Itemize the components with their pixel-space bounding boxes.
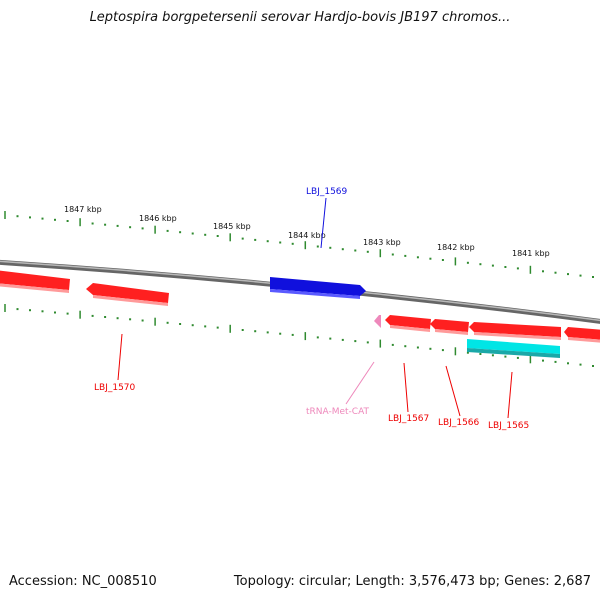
- gene-feature-highlight[interactable]: [467, 339, 560, 358]
- gene-label-lbj-1565[interactable]: LBJ_1565: [488, 421, 529, 431]
- gene-label-lbj-1566[interactable]: LBJ_1566: [438, 418, 480, 428]
- gene-label-lbj-1570[interactable]: LBJ_1570: [94, 383, 136, 393]
- upper-scale-ticks: [4, 211, 594, 278]
- leader-line-lbj-1566: [445, 365, 461, 417]
- gene-label-lbj-1567[interactable]: LBJ_1567: [388, 414, 429, 424]
- leader-line-lbj-1567: [403, 362, 409, 413]
- gene-feature-lbj-1565[interactable]: [469, 322, 561, 340]
- scale-label-1841: 1841 kbp: [512, 249, 550, 258]
- gene-feature-lbj-1567[interactable]: [385, 315, 431, 332]
- chromosome-title: Leptospira borgpetersenii serovar Hardjo…: [89, 10, 511, 25]
- gene-feature-right-edge[interactable]: [564, 327, 600, 343]
- gene-feature-lbj-1569[interactable]: [270, 277, 366, 299]
- accession-text: Accession: NC_008510: [9, 574, 157, 589]
- gene-feature-lbj-1570[interactable]: [86, 283, 169, 306]
- genome-summary-text: Topology: circular; Length: 3,576,473 bp…: [233, 574, 591, 589]
- scale-label-1842: 1842 kbp: [437, 243, 475, 252]
- leader-line-lbj-1569: [320, 197, 327, 249]
- scale-label-1846: 1846 kbp: [139, 214, 177, 223]
- gene-feature-lbj-1566[interactable]: [430, 319, 469, 335]
- gene-feature-left-edge[interactable]: [0, 270, 70, 293]
- leader-line-lbj-1565: [507, 371, 513, 419]
- scale-label-1847: 1847 kbp: [64, 205, 102, 214]
- scale-label-1843: 1843 kbp: [363, 238, 401, 247]
- leader-line-trna: [345, 361, 375, 405]
- gene-label-lbj-1569[interactable]: LBJ_1569: [306, 187, 348, 197]
- leader-line-lbj-1570: [117, 333, 123, 381]
- lower-scale-ticks: [4, 304, 594, 367]
- trna-met-cat-feature[interactable]: [374, 315, 381, 328]
- scale-label-1845: 1845 kbp: [213, 222, 251, 231]
- gene-label-trna-met-cat[interactable]: tRNA-Met-CAT: [306, 407, 370, 417]
- scale-label-1844: 1844 kbp: [288, 231, 326, 240]
